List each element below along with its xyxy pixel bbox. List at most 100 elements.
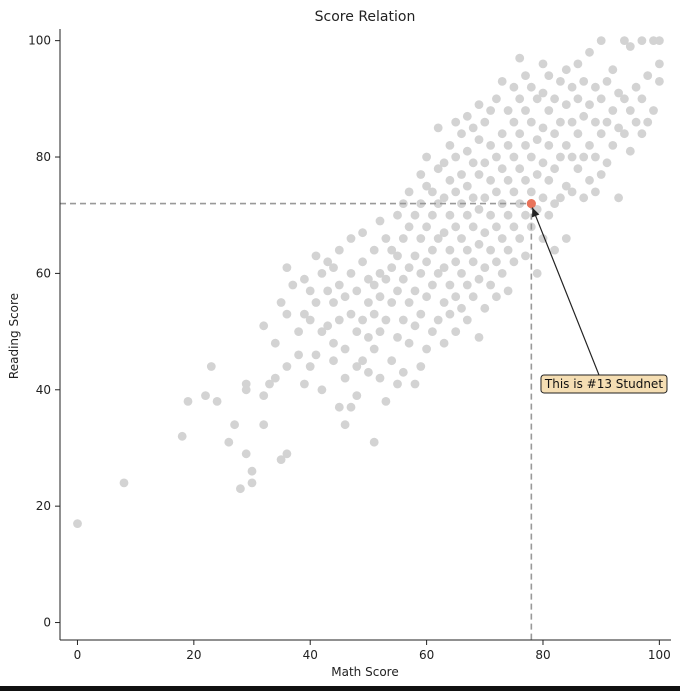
scatter-point bbox=[340, 344, 350, 354]
scatter-point bbox=[521, 175, 530, 185]
scatter-point bbox=[428, 210, 437, 220]
scatter-point bbox=[369, 344, 379, 354]
scatter-point bbox=[468, 158, 478, 168]
y-axis-ticks: 0 20 40 60 80 100 bbox=[28, 34, 60, 630]
scatter-point bbox=[509, 82, 519, 92]
scatter-point bbox=[375, 292, 385, 302]
scatter-point bbox=[585, 175, 594, 185]
scatter-point bbox=[236, 484, 245, 494]
scatter-point bbox=[270, 338, 280, 348]
scatter-point bbox=[282, 263, 292, 272]
scatter-point bbox=[515, 129, 525, 139]
scatter-point bbox=[300, 309, 309, 319]
chart-title: Score Relation bbox=[315, 9, 416, 25]
scatter-point bbox=[620, 36, 629, 45]
scatter-point bbox=[334, 245, 344, 255]
scatter-point bbox=[480, 193, 490, 203]
scatter-point bbox=[445, 245, 455, 255]
scatter-point bbox=[579, 193, 589, 203]
scatter-point bbox=[503, 141, 513, 150]
scatter-point bbox=[614, 88, 623, 98]
scatter-point bbox=[631, 117, 641, 127]
scatter-point bbox=[474, 333, 484, 342]
scatter-point bbox=[486, 141, 495, 150]
scatter-point bbox=[538, 88, 548, 98]
scatter-point bbox=[369, 437, 379, 447]
scatter-point bbox=[364, 367, 373, 377]
scatter-point bbox=[416, 234, 426, 243]
scatter-point bbox=[334, 402, 344, 412]
scatter-point bbox=[398, 234, 408, 243]
scatter-point bbox=[550, 94, 559, 104]
y-tick-label: 40 bbox=[36, 383, 51, 397]
scatter-point bbox=[468, 257, 478, 267]
scatter-point bbox=[422, 222, 431, 232]
scatter-point bbox=[340, 373, 350, 383]
scatter-point bbox=[404, 222, 414, 232]
scatter-point bbox=[369, 245, 379, 255]
scatter-point bbox=[585, 100, 594, 109]
scatter-point bbox=[550, 164, 559, 174]
scatter-point bbox=[556, 193, 565, 203]
scatter-point bbox=[602, 158, 612, 168]
scatter-point bbox=[591, 152, 600, 162]
scatter-point bbox=[375, 327, 385, 336]
scatter-point bbox=[532, 94, 542, 104]
annotation-label: This is #13 Studnet bbox=[544, 377, 663, 391]
scatter-point bbox=[340, 292, 350, 302]
scatter-point bbox=[468, 123, 478, 133]
scatter-point bbox=[492, 292, 501, 302]
scatter-point bbox=[317, 385, 327, 395]
scatter-point bbox=[416, 170, 426, 179]
x-tick-label: 0 bbox=[74, 648, 82, 662]
scatter-point bbox=[422, 152, 431, 162]
scatter-point bbox=[282, 362, 292, 371]
annotation-box bbox=[540, 374, 668, 394]
scatter-point bbox=[492, 187, 501, 197]
scatter-point bbox=[637, 36, 647, 45]
scatter-point bbox=[451, 327, 461, 336]
scatter-point bbox=[655, 77, 664, 86]
scatter-point bbox=[596, 94, 606, 104]
scatter-point bbox=[457, 234, 466, 243]
scatter-point bbox=[462, 280, 472, 290]
scatter-point bbox=[323, 321, 333, 331]
scatter-point bbox=[288, 280, 298, 290]
scatter-point bbox=[451, 257, 461, 267]
y-axis-label: Reading Score bbox=[7, 293, 21, 379]
scatter-point bbox=[369, 280, 379, 290]
scatter-point bbox=[428, 280, 437, 290]
scatter-point bbox=[410, 251, 420, 261]
scatter-point bbox=[457, 129, 466, 139]
scatter-point bbox=[451, 117, 461, 127]
scatter-point bbox=[433, 199, 443, 209]
scatter-point bbox=[567, 187, 577, 197]
scatter-point bbox=[486, 106, 495, 115]
scatter-point bbox=[305, 362, 315, 371]
scatter-point bbox=[561, 181, 571, 191]
scatter-point bbox=[241, 449, 251, 459]
scatter-point bbox=[474, 205, 484, 214]
scatter-point bbox=[410, 379, 420, 389]
scatter-point bbox=[451, 187, 461, 197]
scatter-point bbox=[270, 373, 280, 383]
scatter-point bbox=[311, 298, 321, 307]
scatter-point bbox=[462, 245, 472, 255]
scatter-point bbox=[259, 391, 269, 400]
scatter-point bbox=[346, 402, 356, 412]
scatter-point bbox=[591, 82, 600, 92]
window-bottom-bar bbox=[0, 686, 680, 691]
scatter-point bbox=[404, 187, 414, 197]
scatter-points bbox=[73, 36, 664, 528]
scatter-point bbox=[509, 152, 519, 162]
scatter-point bbox=[433, 269, 443, 278]
annotation-arrow bbox=[531, 207, 600, 376]
scatter-point bbox=[439, 193, 449, 203]
scatter-point bbox=[398, 315, 408, 325]
scatter-point bbox=[579, 111, 589, 121]
scatter-point bbox=[585, 47, 594, 57]
scatter-point bbox=[416, 269, 426, 278]
scatter-point bbox=[509, 257, 519, 267]
scatter-point bbox=[247, 478, 257, 488]
scatter-point bbox=[515, 199, 525, 209]
